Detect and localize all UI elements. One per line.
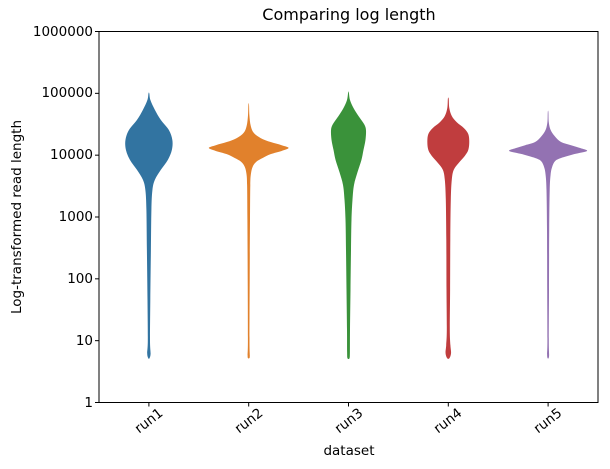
y-tick-label: 10000 [50,147,93,164]
y-tick-label: 1000000 [32,23,93,40]
y-tick-label: 100000 [41,85,93,102]
violin-run1 [125,92,173,359]
y-tick-label: 10 [75,332,93,349]
y-tick-label: 1000 [58,209,93,225]
violin-run3 [330,91,367,360]
y-tick-label: 100 [67,270,93,287]
violin-run2 [208,103,289,359]
x-axis-label: dataset [323,443,375,459]
chart-title: Comparing log length [262,5,436,24]
violin-run5 [509,110,588,359]
y-tick-label: 1 [84,394,93,411]
violin-run4 [427,97,470,359]
